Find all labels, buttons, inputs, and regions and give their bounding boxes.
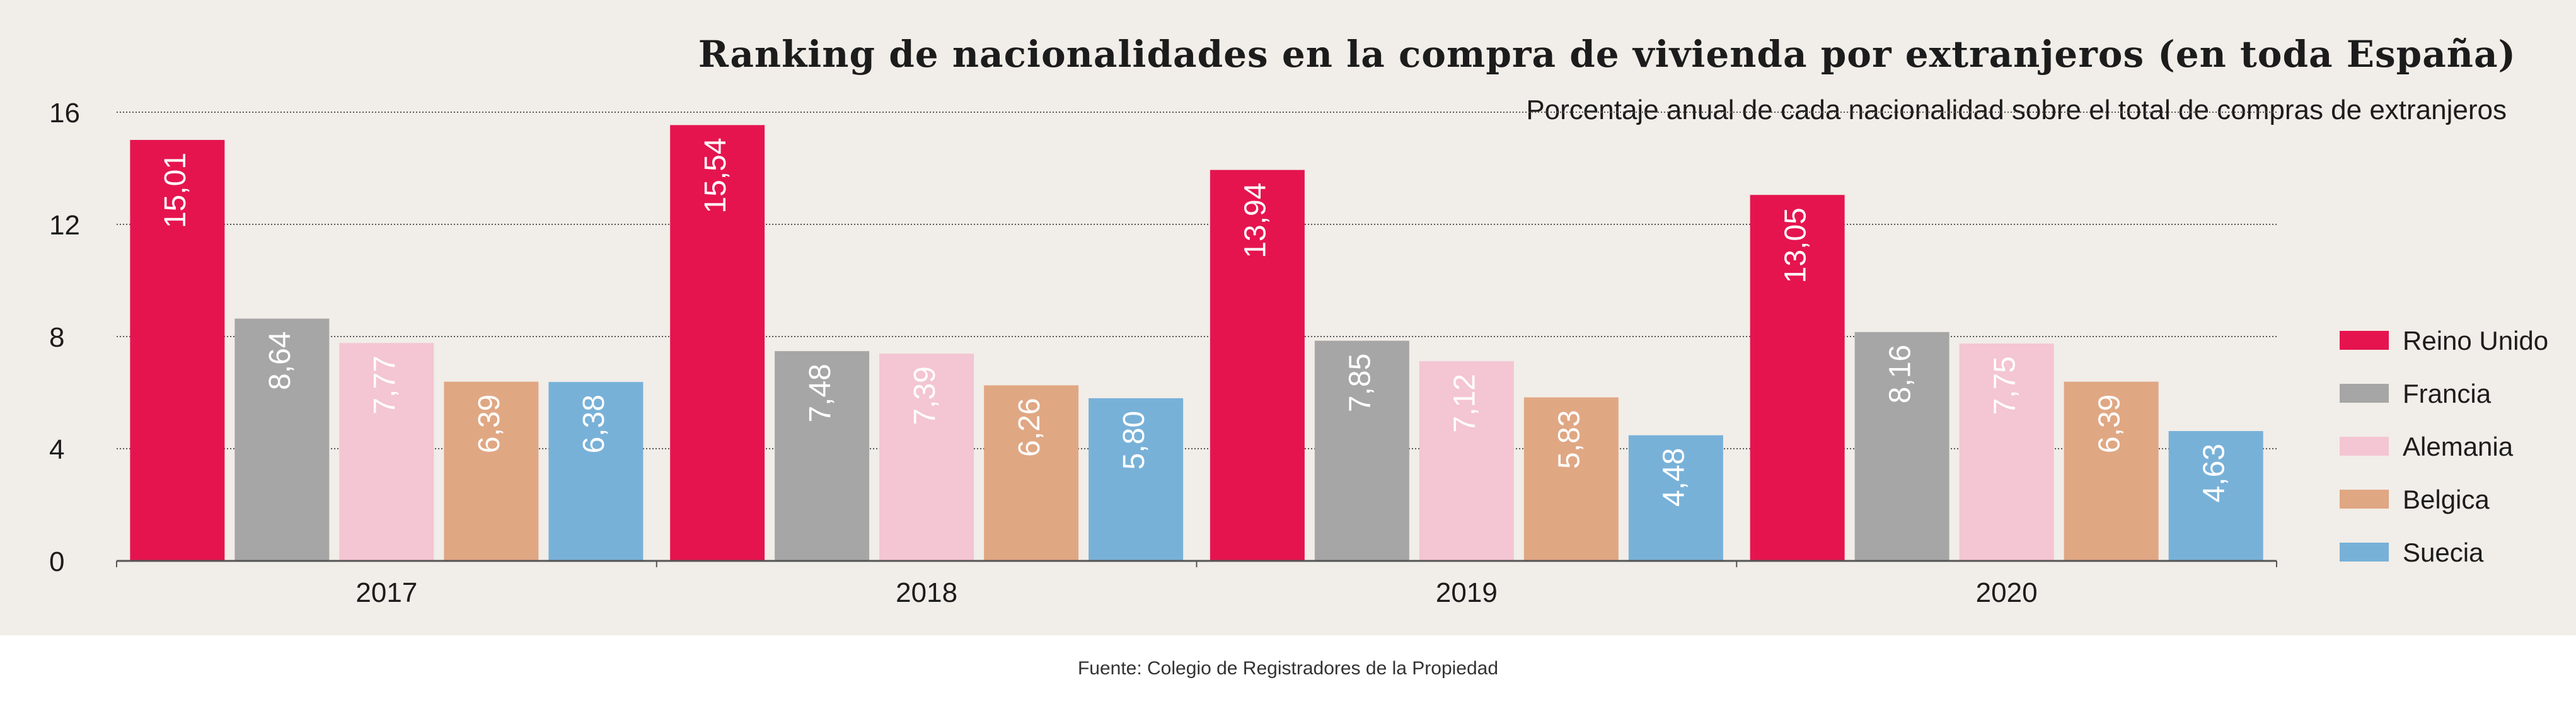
data-label: 15,54 [699, 137, 732, 213]
chart-panel: Ranking de nacionalidades en la compra d… [0, 0, 2576, 635]
data-label: 4,48 [1658, 448, 1691, 507]
bar [1750, 195, 1845, 561]
source-note: Fuente: Colegio de Registradores de la P… [1077, 658, 1499, 679]
bar [1314, 340, 1409, 561]
bar [1959, 343, 2054, 561]
data-label: 7,85 [1344, 354, 1377, 412]
bar [1523, 397, 1619, 561]
x-tick-label: 2018 [896, 577, 957, 608]
bar [444, 381, 539, 561]
chart-title: Ranking de nacionalidades en la compra d… [698, 33, 2516, 76]
legend-label: Alemania [2403, 432, 2514, 461]
bar [339, 343, 434, 561]
data-label: 8,16 [1883, 345, 1917, 403]
bar [2168, 430, 2263, 561]
x-tick-label: 2020 [1976, 577, 2038, 608]
data-label: 13,94 [1239, 183, 1273, 258]
data-label: 8,64 [263, 331, 297, 390]
bar [2064, 381, 2159, 561]
data-label: 15,01 [159, 153, 192, 228]
data-label: 6,26 [1013, 398, 1046, 456]
bar [234, 318, 330, 561]
x-tick-label: 2019 [1436, 577, 1498, 608]
bar [1210, 170, 1305, 561]
data-label: 7,75 [1988, 356, 2021, 415]
data-label: 7,39 [908, 366, 942, 425]
bar [775, 351, 870, 561]
legend-swatch [2340, 331, 2389, 350]
data-label: 5,80 [1118, 411, 1151, 470]
legend-label: Francia [2403, 379, 2492, 408]
data-label: 7,12 [1448, 374, 1482, 432]
y-tick-label: 12 [49, 210, 80, 241]
bar-chart: 0 4 8 12 16 15,01 8,64 7,77 6,39 6,38 2017 15,54 7,4… [49, 98, 2548, 608]
data-label: 4,63 [2197, 444, 2231, 502]
x-tick-label: 2017 [355, 577, 417, 608]
y-tick-label: 16 [49, 98, 80, 129]
data-label: 6,39 [473, 395, 506, 453]
bar [130, 140, 225, 561]
data-label: 7,77 [368, 355, 401, 414]
data-label: 6,38 [577, 395, 611, 453]
data-label: 5,83 [1553, 410, 1586, 469]
bar [670, 125, 765, 562]
legend-label: Belgica [2403, 485, 2490, 514]
y-tick-label: 4 [49, 434, 64, 465]
legend-swatch [2340, 384, 2389, 403]
data-label: 13,05 [1779, 207, 1812, 283]
y-tick-label: 0 [49, 546, 64, 577]
data-label: 6,39 [2093, 395, 2126, 453]
legend-swatch [2340, 437, 2389, 456]
legend-swatch [2340, 490, 2389, 509]
bar [879, 354, 974, 561]
bar [1419, 361, 1514, 561]
bar [1628, 435, 1723, 561]
data-label: 7,48 [804, 364, 837, 422]
y-tick-label: 8 [49, 322, 64, 353]
legend-swatch [2340, 543, 2389, 562]
legend-label: Suecia [2403, 538, 2484, 567]
bar [1089, 398, 1184, 561]
chart-subtitle: Porcentaje anual de cada nacionalidad so… [1526, 95, 2507, 125]
bar [548, 382, 644, 561]
legend-label: Reino Unido [2403, 326, 2548, 355]
bar [984, 385, 1079, 561]
bar [1854, 331, 1949, 561]
